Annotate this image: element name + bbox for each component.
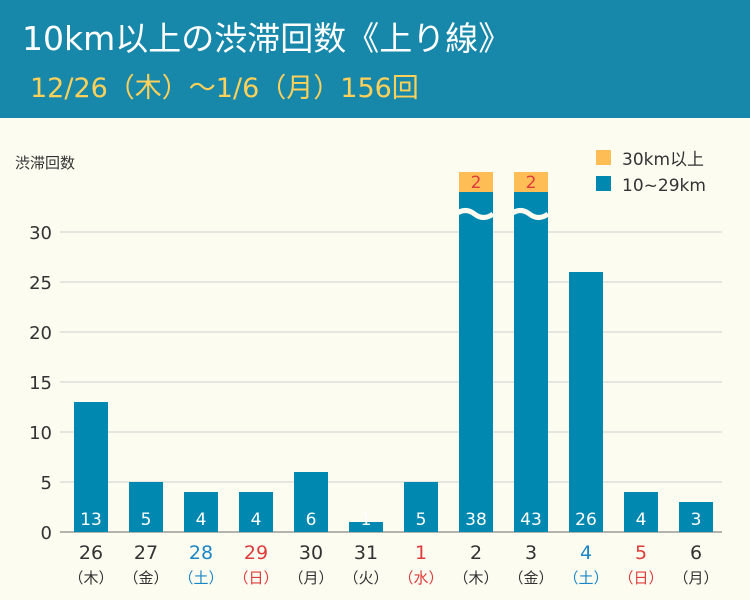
chart-header: 10km以上の渋滞回数《上り線》 12/26（木）～1/6（月）156回	[0, 0, 750, 118]
y-tick-label: 25	[29, 273, 52, 294]
x-tick-day: 27	[134, 542, 158, 564]
x-tick-weekday: （日）	[618, 569, 663, 587]
x-tick-day: 1	[415, 542, 427, 564]
bar-10-29km	[679, 502, 713, 532]
chart-subtitle: 12/26（木）～1/6（月）156回	[30, 73, 419, 104]
y-tick-label: 15	[29, 373, 52, 394]
bar-30km-plus-label: 2	[471, 173, 482, 193]
x-tick-day: 5	[635, 542, 647, 564]
bar-value-label: 6	[306, 510, 317, 530]
axis-break-mark	[509, 208, 550, 220]
bar-value-label: 3	[691, 510, 702, 530]
bar-10-29km	[184, 492, 218, 532]
x-tick-weekday: （火）	[343, 569, 388, 587]
bar-value-label: 13	[80, 510, 102, 530]
x-tick-day: 28	[189, 542, 213, 564]
bar-10-29km	[404, 482, 438, 532]
x-tick-weekday: （土）	[178, 569, 223, 587]
x-tick-day: 31	[354, 542, 378, 564]
x-tick-weekday: （木）	[68, 569, 113, 587]
x-tick-weekday: （金）	[508, 569, 553, 587]
legend-swatch-30km	[596, 150, 611, 165]
bar-10-29km	[294, 472, 328, 532]
x-tick-weekday: （金）	[123, 569, 168, 587]
x-tick-weekday: （水）	[398, 569, 443, 587]
x-tick-day: 30	[299, 542, 323, 564]
x-tick-day: 4	[580, 542, 592, 564]
x-tick-day: 26	[79, 542, 103, 564]
y-tick-label: 5	[41, 473, 52, 494]
bar-value-label: 4	[196, 510, 207, 530]
bar-value-label: 26	[575, 510, 597, 530]
bar-10-29km	[624, 492, 658, 532]
legend-label-10-29km: 10~29km	[622, 176, 706, 196]
bar-value-label: 4	[251, 510, 262, 530]
y-tick-label: 0	[41, 523, 52, 544]
bar-10-29km	[514, 192, 548, 532]
legend-swatch-10-29km	[596, 176, 611, 191]
chart-title: 10km以上の渋滞回数《上り線》	[22, 19, 512, 58]
x-tick-day: 3	[525, 542, 537, 564]
x-tick-day: 29	[244, 542, 268, 564]
bar-value-label: 5	[416, 510, 427, 530]
bar-value-label: 38	[465, 510, 487, 530]
bar-value-label: 43	[520, 510, 542, 530]
bar-30km-plus-label: 2	[526, 173, 537, 193]
y-tick-label: 10	[29, 423, 52, 444]
bar-10-29km	[74, 402, 108, 532]
x-tick-weekday: （月）	[673, 569, 718, 587]
y-tick-label: 20	[29, 323, 52, 344]
bar-10-29km	[129, 482, 163, 532]
x-tick-weekday: （木）	[453, 569, 498, 587]
y-tick-label: 30	[29, 223, 52, 244]
bar-10-29km	[239, 492, 273, 532]
bar-10-29km	[459, 192, 493, 532]
x-tick-weekday: （日）	[233, 569, 278, 587]
bar-10-29km	[569, 272, 603, 532]
x-tick-day: 2	[470, 542, 482, 564]
legend-label-30km: 30km以上	[622, 150, 704, 170]
x-tick-day: 6	[690, 542, 702, 564]
bar-value-label: 5	[141, 510, 152, 530]
bar-10-29km	[349, 522, 383, 532]
bar-value-label: 4	[636, 510, 647, 530]
bar-30km-plus	[514, 172, 548, 192]
bar-30km-plus	[459, 172, 493, 192]
y-axis-label: 渋滞回数	[15, 154, 75, 172]
x-tick-weekday: （月）	[288, 569, 333, 587]
axis-break-mark	[454, 208, 495, 220]
x-tick-weekday: （土）	[563, 569, 608, 587]
bar-value-label: 1	[361, 510, 372, 530]
